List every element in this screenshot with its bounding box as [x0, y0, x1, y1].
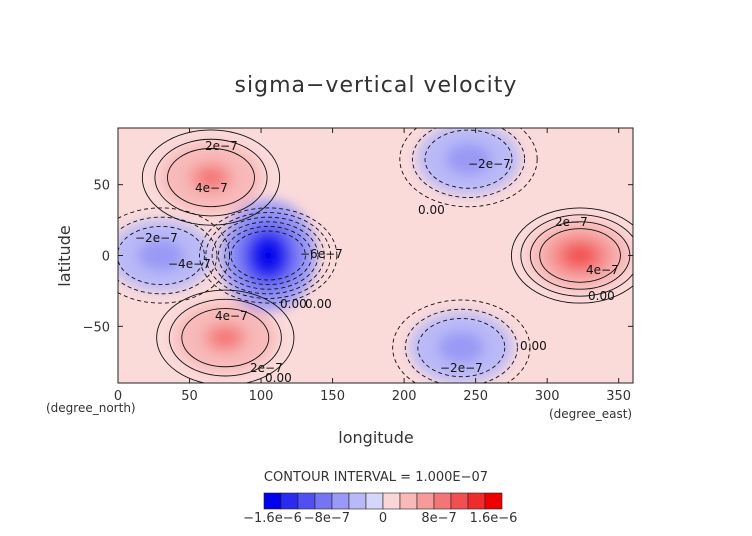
contour-line — [230, 230, 306, 281]
contour-line — [118, 216, 218, 295]
x-tick-label: 250 — [463, 389, 488, 404]
y-axis-label: latitude — [55, 225, 74, 286]
x-tick-label: 350 — [606, 389, 631, 404]
colorbar-swatch — [263, 492, 282, 510]
contour-line — [118, 207, 231, 304]
contour-label: 0.00 — [418, 203, 445, 217]
field-blob — [198, 168, 224, 187]
colorbar-swatch — [450, 492, 469, 510]
contour-line — [168, 298, 282, 377]
x-tick-label: 50 — [181, 389, 198, 404]
contour-label: 0.00 — [305, 297, 332, 311]
contour-line — [211, 216, 325, 295]
x-axis-label: longitude — [338, 428, 413, 447]
colorbar-label: 8e−7 — [421, 511, 456, 526]
contour-label: 0.00 — [280, 297, 307, 311]
contour-line — [118, 225, 205, 286]
field-blob — [448, 338, 475, 357]
contour-label: 0.00 — [520, 339, 547, 353]
colorbar-swatch — [399, 492, 418, 510]
contour-label: 0.00 — [265, 371, 292, 385]
colorbar-swatch — [280, 492, 299, 510]
x-tick-label: 200 — [392, 389, 417, 404]
colorbar-label: 0 — [379, 511, 387, 526]
contour-label: 4e−7 — [195, 181, 228, 195]
contour-label: 0.00 — [588, 289, 615, 303]
contour-label: 4e−7 — [586, 263, 619, 277]
contour-label: 2e−7 — [555, 215, 588, 229]
contour-line — [539, 228, 621, 283]
colorbar-swatch — [416, 492, 435, 510]
contour-label: −2e−7 — [468, 157, 511, 171]
contour-line — [399, 128, 538, 208]
x-tick-label: 0 — [114, 389, 122, 404]
contour-line — [167, 148, 255, 208]
colorbar-swatch — [348, 492, 367, 510]
contour-line — [154, 138, 268, 217]
contour-line — [417, 318, 506, 378]
y-tick-label: −50 — [83, 320, 110, 335]
contour-label: −6e−7 — [300, 247, 343, 261]
contour-line — [217, 221, 319, 290]
contour-line — [199, 207, 338, 304]
field-blob — [148, 246, 174, 265]
contour-label: −2e−7 — [440, 361, 483, 375]
field-blob — [567, 246, 593, 265]
contour-line — [424, 129, 513, 189]
y-tick-label: 0 — [102, 250, 110, 265]
contour-label: 2e−7 — [205, 139, 238, 153]
y-tick-label: 50 — [93, 179, 110, 194]
colorbar-swatch — [382, 492, 401, 510]
colorbar-swatch — [467, 492, 486, 510]
contour-line — [404, 308, 518, 383]
contour-line — [411, 128, 525, 198]
contour-line — [224, 225, 313, 286]
y-unit-label: (degree_north) — [46, 401, 136, 415]
colorbar-label: −8e−7 — [304, 511, 350, 526]
colorbar-swatch — [314, 492, 333, 510]
chart-title: sigma−vertical velocity — [235, 73, 518, 98]
contour-line — [510, 207, 633, 304]
contour-label: −2e−7 — [135, 231, 178, 245]
contour-interval: CONTOUR INTERVAL = 1.000E−07 — [264, 470, 488, 485]
x-tick-label: 300 — [535, 389, 560, 404]
colorbar-label: −1.6e−6 — [243, 511, 302, 526]
contour-line — [205, 212, 332, 299]
contour-label: −4e−7 — [168, 257, 211, 271]
contour-label: 2e−7 — [250, 361, 283, 375]
field-blob — [256, 241, 281, 270]
field-blob — [212, 328, 239, 347]
colorbar-swatch — [297, 492, 316, 510]
plot-area: 2e−7 4e−7 −2e−7 −4e−7 0.00 −6e−7 2e−7 4e−7 0.00 −… — [118, 128, 633, 385]
contour-label: 4e−7 — [215, 309, 248, 323]
x-unit-label: (degree_east) — [549, 407, 632, 421]
colorbar-label: 1.6e−6 — [470, 511, 518, 526]
colorbar-swatch — [484, 492, 503, 510]
colorbar-swatch — [331, 492, 350, 510]
contour-line — [156, 289, 295, 383]
contour-line — [181, 308, 270, 368]
x-tick-label: 100 — [249, 389, 274, 404]
contour-line — [520, 214, 633, 297]
contour-line — [392, 299, 531, 383]
colorbar-swatch — [365, 492, 384, 510]
field-blob — [455, 150, 482, 169]
contour-line — [141, 129, 281, 226]
x-tick-label: 150 — [320, 389, 345, 404]
colorbar-swatch — [433, 492, 452, 510]
